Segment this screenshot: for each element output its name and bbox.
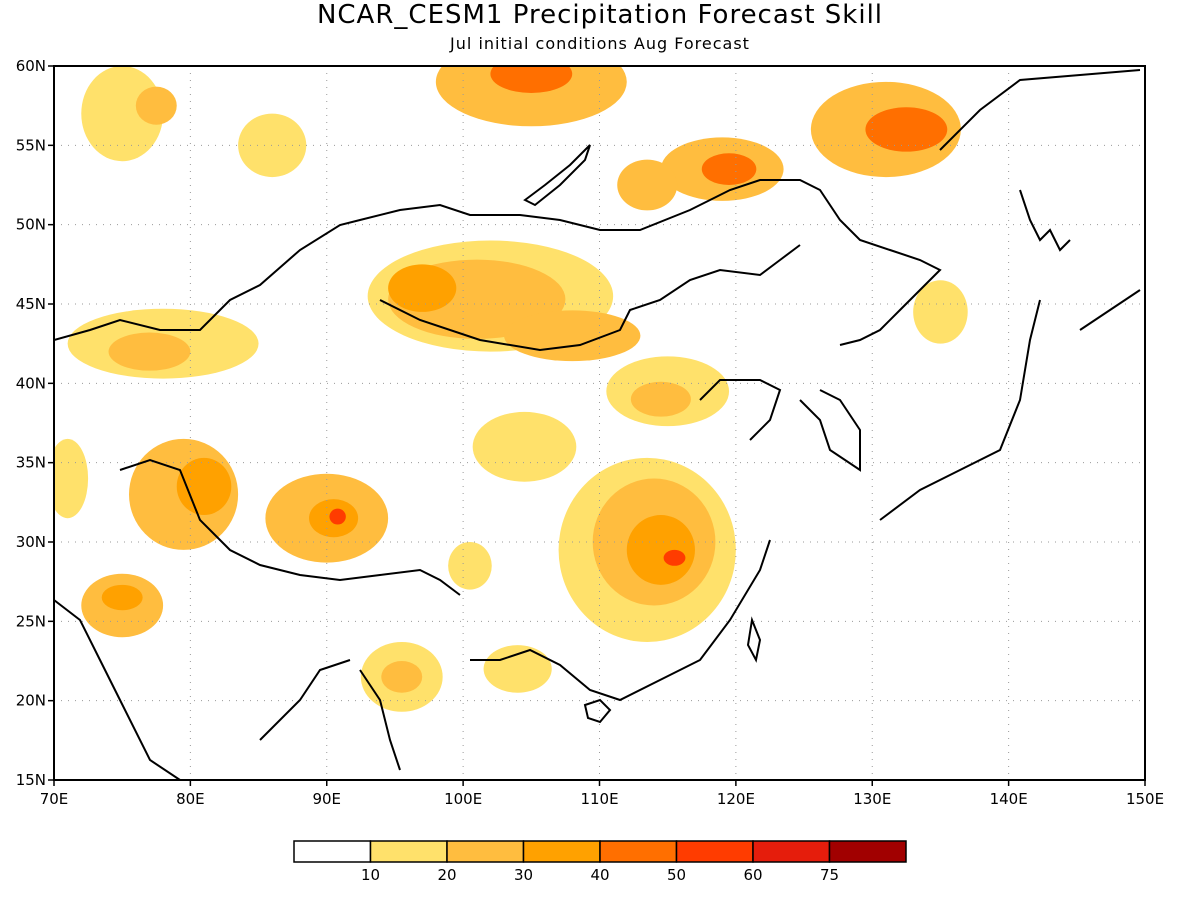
okhotsk-coast bbox=[939, 69, 1141, 151]
bohai-coast bbox=[699, 379, 782, 441]
skill-contour-region bbox=[490, 66, 573, 93]
x-tick-label: 110E bbox=[580, 790, 618, 808]
skill-contour-region bbox=[388, 264, 457, 312]
baikal-lake bbox=[523, 144, 591, 207]
x-tick-label: 80E bbox=[176, 790, 205, 808]
china-border bbox=[54, 179, 942, 346]
himalaya-border bbox=[119, 458, 461, 596]
skill-contour-region bbox=[238, 113, 307, 178]
skill-contour-region bbox=[701, 153, 757, 185]
skill-contour-region bbox=[135, 86, 177, 125]
sakhalin-coast bbox=[1019, 189, 1071, 252]
skill-contour-region bbox=[913, 280, 968, 344]
colorbar-label: 20 bbox=[437, 866, 456, 884]
skill-contour-region bbox=[626, 515, 695, 585]
axis-ticks: 70E 80E 90E 100E 110E 120E 130E 140E 150E 15N 20N 2… bbox=[16, 57, 1164, 808]
colorbar-label: 75 bbox=[820, 866, 839, 884]
x-tick-label: 130E bbox=[853, 790, 891, 808]
skill-contour-region bbox=[472, 411, 577, 482]
skill-contour-region bbox=[329, 508, 346, 525]
skill-contour-region bbox=[617, 159, 678, 211]
colorbar-swatch bbox=[752, 840, 831, 863]
colorbar-label: 40 bbox=[590, 866, 609, 884]
y-tick-label: 15N bbox=[16, 771, 46, 789]
x-tick-label: 100E bbox=[444, 790, 482, 808]
skill-contour-region bbox=[54, 438, 89, 519]
colorbar-label: 30 bbox=[514, 866, 533, 884]
gridlines bbox=[54, 66, 1145, 780]
skill-contour-region bbox=[504, 310, 641, 362]
mongolia-border bbox=[379, 244, 801, 352]
colorbar-swatch bbox=[293, 840, 372, 863]
x-tick-label: 120E bbox=[717, 790, 755, 808]
skill-contour-region bbox=[865, 107, 948, 152]
hainan-island bbox=[583, 698, 612, 724]
colorbar-swatch bbox=[522, 840, 601, 863]
colorbar-swatch bbox=[599, 840, 678, 863]
x-tick-label: 90E bbox=[312, 790, 341, 808]
colorbar-swatch bbox=[828, 840, 907, 863]
colorbar: 10 20 30 40 50 60 75 bbox=[293, 840, 907, 884]
y-tick-label: 60N bbox=[16, 57, 46, 75]
skill-shading-layer bbox=[54, 66, 968, 712]
skill-contour-region bbox=[663, 549, 686, 566]
chart-subtitle: Jul initial conditions Aug Forecast bbox=[450, 34, 750, 53]
coastline-layer bbox=[54, 69, 1141, 780]
x-tick-label: 150E bbox=[1126, 790, 1164, 808]
x-tick-label: 140E bbox=[990, 790, 1028, 808]
colorbar-label: 50 bbox=[667, 866, 686, 884]
x-tick-label: 70E bbox=[40, 790, 69, 808]
colorbar-label: 10 bbox=[361, 866, 380, 884]
skill-contour-region bbox=[435, 66, 627, 127]
skill-contour-region bbox=[176, 457, 232, 516]
y-tick-label: 25N bbox=[16, 612, 46, 630]
taiwan-island bbox=[746, 616, 762, 663]
y-tick-label: 50N bbox=[16, 216, 46, 234]
skill-contour-region bbox=[448, 542, 492, 590]
skill-contour-region bbox=[101, 584, 143, 611]
colorbar-label: 60 bbox=[743, 866, 762, 884]
y-tick-label: 30N bbox=[16, 533, 46, 551]
colorbar-swatch bbox=[675, 840, 754, 863]
y-tick-label: 20N bbox=[16, 692, 46, 710]
southeast-asia-coast bbox=[359, 539, 771, 771]
colorbar-swatch bbox=[446, 840, 525, 863]
y-tick-label: 35N bbox=[16, 454, 46, 472]
skill-contour-region bbox=[81, 66, 164, 162]
skill-contour-region bbox=[630, 381, 691, 417]
skill-contour-region bbox=[381, 661, 423, 693]
india-coast bbox=[54, 599, 351, 780]
y-tick-label: 55N bbox=[16, 136, 46, 154]
skill-contour-region bbox=[108, 332, 191, 371]
y-tick-label: 45N bbox=[16, 295, 46, 313]
y-tick-label: 40N bbox=[16, 374, 46, 392]
chart-title: NCAR_CESM1 Precipitation Forecast Skill bbox=[316, 0, 884, 30]
japan-coast bbox=[879, 289, 1141, 521]
colorbar-swatch bbox=[369, 840, 448, 863]
korea-coast bbox=[799, 389, 861, 472]
skill-contour-region bbox=[483, 645, 552, 693]
